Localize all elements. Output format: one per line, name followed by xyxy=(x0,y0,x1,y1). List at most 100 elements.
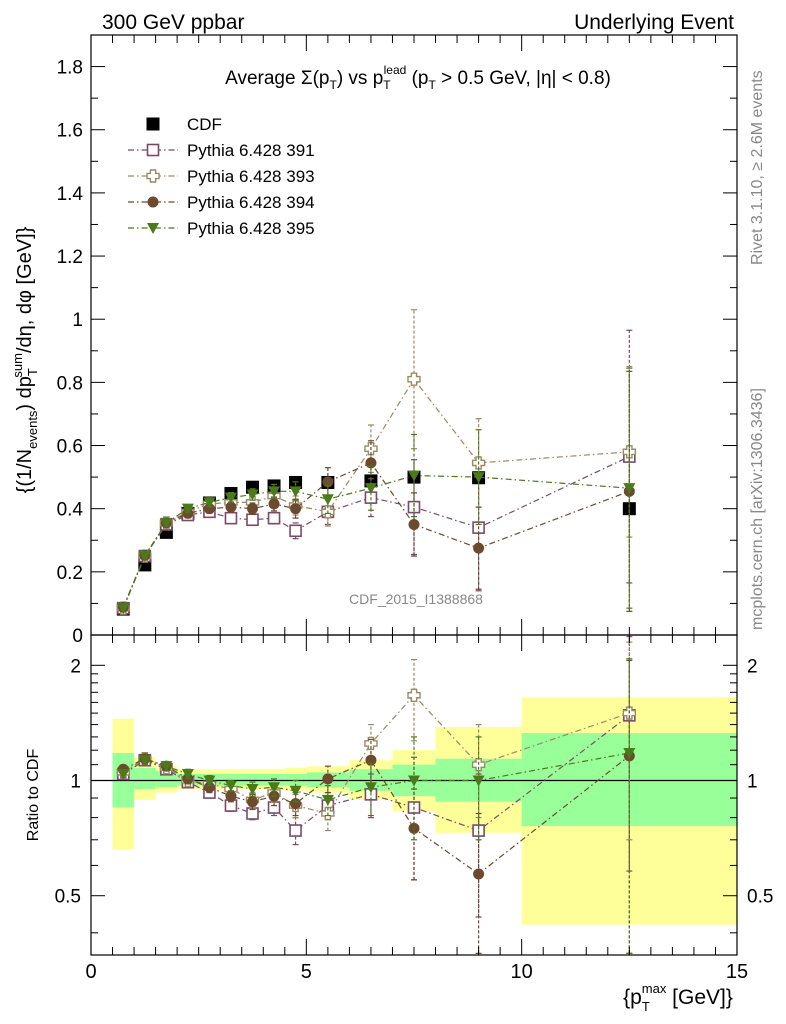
data-point xyxy=(246,489,259,501)
ratio-point xyxy=(364,782,377,794)
data-point xyxy=(247,503,258,515)
main-y-axis-label: {(1/Nevents) dpTsum/dη, dφ [GeV]} xyxy=(10,226,40,493)
ratio-point xyxy=(473,868,485,880)
data-point xyxy=(289,475,303,489)
main-y-tick-label: 1.6 xyxy=(57,121,83,142)
legend-label: CDF xyxy=(187,115,222,134)
inner-band xyxy=(134,767,156,790)
ratio-y-tick-label-right: 0.5 xyxy=(747,887,773,908)
ratio-point xyxy=(623,748,636,760)
data-point xyxy=(290,503,302,515)
ratio-y-tick-label: 2 xyxy=(70,656,81,677)
ratio-y-tick-label-right: 2 xyxy=(747,656,758,677)
legend-label: Pythia 6.428 391 xyxy=(187,141,315,160)
ratio-y-axis-label: Ratio to CDF xyxy=(25,749,42,842)
ratio-series xyxy=(116,636,637,954)
data-point xyxy=(225,501,237,513)
ratio-y-tick-label: 1 xyxy=(70,772,81,793)
main-title: Average Σ(pT) vs pTlead (pT > 0.5 GeV, |… xyxy=(225,63,611,92)
header-right: Underlying Event xyxy=(574,11,734,34)
inner-band xyxy=(241,773,264,786)
data-point xyxy=(181,503,194,515)
inner-band xyxy=(284,773,307,786)
x-axis-label: {pTmax [GeV]} xyxy=(623,981,733,1014)
main-y-tick-label: 0 xyxy=(72,626,83,647)
series-pythia-6-428-395 xyxy=(117,367,636,615)
ratio-series-pythia-6-428-395 xyxy=(117,658,636,954)
main-y-tick-label: 0.4 xyxy=(57,500,84,521)
data-point xyxy=(407,500,421,514)
main-series xyxy=(116,309,637,616)
ratio-point xyxy=(225,790,237,802)
x-tick-label: 0 xyxy=(85,961,96,983)
data-point xyxy=(224,492,237,504)
data-point xyxy=(268,486,281,498)
ratio-point xyxy=(290,798,302,810)
legend: CDF Pythia 6.428 391 Pythia 6.428 393 Pythi… xyxy=(128,115,315,238)
data-point xyxy=(365,457,377,469)
data-point xyxy=(203,497,216,509)
data-point xyxy=(289,486,302,498)
legend-marker xyxy=(147,196,159,208)
ratio-point xyxy=(246,784,259,796)
ratio-point xyxy=(472,775,485,787)
ratio-point xyxy=(321,794,334,806)
main-y-tick-label: 1.2 xyxy=(57,247,83,268)
legend-item: Pythia 6.428 394 xyxy=(128,193,315,212)
data-point xyxy=(268,498,280,510)
legend-marker xyxy=(147,223,159,234)
legend-marker xyxy=(146,169,160,183)
ratio-point xyxy=(289,824,302,837)
data-point xyxy=(138,551,151,563)
data-point xyxy=(321,494,334,506)
main-y-tick-label: 1.8 xyxy=(57,58,83,79)
data-point xyxy=(623,483,636,495)
data-point xyxy=(473,542,485,554)
ratio-line xyxy=(122,694,630,815)
ratio-y-tick-label: 0.5 xyxy=(55,887,81,908)
legend-label: Pythia 6.428 394 xyxy=(187,193,315,212)
ratio-panel: 0.5 0.5 1 1 2 2 0 5 10 15 Ratio to CDF {pTmax [Ge… xyxy=(25,634,773,1014)
legend-item: CDF xyxy=(146,115,222,134)
ratio-point xyxy=(268,782,281,794)
series-pythia-6-428-391 xyxy=(117,329,636,615)
data-point xyxy=(246,513,259,527)
data-point xyxy=(117,603,130,615)
ratio-point xyxy=(407,688,421,702)
header-left: 300 GeV ppbar xyxy=(102,11,244,34)
legend-item: Pythia 6.428 391 xyxy=(128,141,315,160)
ratio-point xyxy=(181,768,194,780)
ratio-point xyxy=(117,768,130,780)
rivet-label: Rivet 3.1.10, ≥ 2.6M events xyxy=(749,70,766,265)
legend-item: Pythia 6.428 395 xyxy=(128,219,315,238)
legend-item: Pythia 6.428 393 xyxy=(128,167,315,186)
watermark: CDF_2015_I1388868 xyxy=(349,591,483,607)
main-ticks: 0 0.2 0.4 0.6 0.8 1 1.2 1.4 1.6 1.8 xyxy=(57,34,738,647)
legend-label: Pythia 6.428 395 xyxy=(187,219,315,238)
ratio-point xyxy=(247,796,258,808)
ratio-ticks: 0.5 0.5 1 1 2 2 0 5 10 15 xyxy=(55,635,773,983)
legend-marker xyxy=(146,117,160,131)
ratio-point xyxy=(322,773,334,785)
data-point xyxy=(407,372,421,386)
x-tick-label: 10 xyxy=(511,961,533,983)
main-y-tick-label: 1 xyxy=(72,310,83,331)
ratio-point xyxy=(408,775,420,787)
main-panel: 0 0.2 0.4 0.6 0.8 1 1.2 1.4 1.6 1.8 Average Σ(pT)… xyxy=(10,34,738,647)
main-y-tick-label: 1.4 xyxy=(57,184,84,205)
ratio-point xyxy=(138,755,151,767)
ratio-point xyxy=(203,775,216,787)
ratio-point xyxy=(160,761,173,773)
inner-band xyxy=(220,773,242,786)
data-point xyxy=(472,472,485,484)
x-tick-label: 5 xyxy=(301,961,312,983)
ratio-y-tick-label-right: 1 xyxy=(747,772,758,793)
x-tick-label: 15 xyxy=(726,961,748,983)
data-point xyxy=(203,503,215,515)
data-point xyxy=(408,518,420,530)
mcplots-label: mcplots.cern.ch [arXiv:1306.3436] xyxy=(749,388,766,630)
data-point xyxy=(364,483,377,495)
main-y-tick-label: 0.8 xyxy=(57,373,83,394)
legend-label: Pythia 6.428 393 xyxy=(187,167,315,186)
